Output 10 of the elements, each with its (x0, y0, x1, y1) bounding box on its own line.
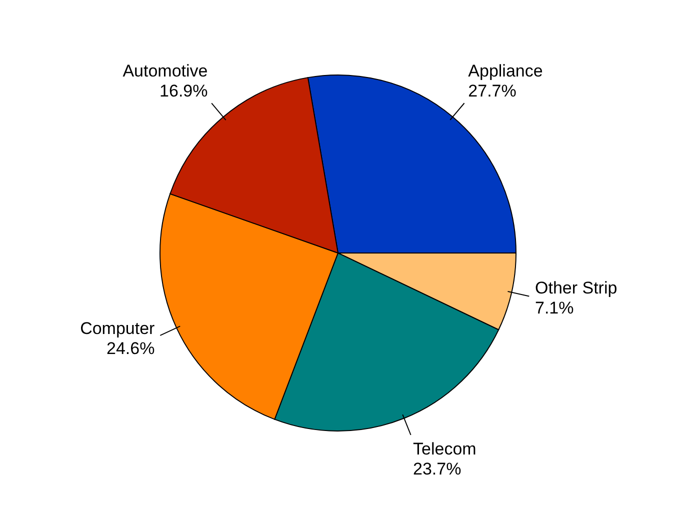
slice-label: Other Strip (535, 278, 618, 298)
data-label: 24.6% (106, 338, 155, 358)
slice-label: Automotive (122, 62, 208, 81)
data-label: 16.9% (160, 82, 208, 101)
data-label: 7.1% (535, 298, 574, 318)
slice-label: Appliance (468, 62, 543, 81)
data-label: 27.7% (468, 82, 516, 101)
slice-label: Computer (80, 318, 156, 338)
data-label: 23.7% (413, 460, 462, 479)
slice-label: Telecom (413, 440, 476, 459)
